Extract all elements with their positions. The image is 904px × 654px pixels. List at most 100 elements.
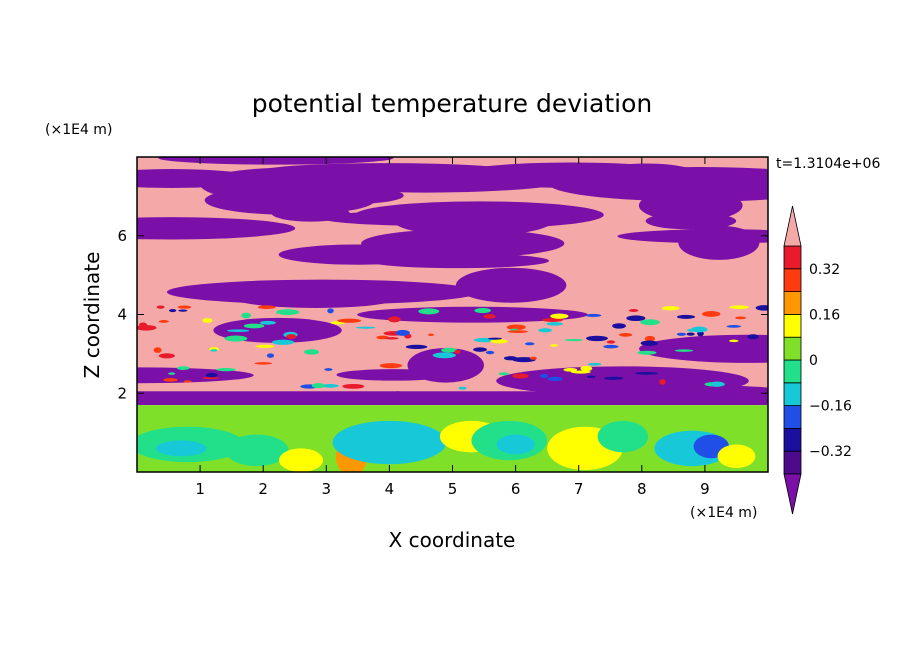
interface-speck	[257, 305, 276, 310]
interface-speck	[691, 326, 708, 333]
interface-speck	[243, 323, 265, 329]
purple-streak	[549, 167, 768, 202]
interface-speck	[254, 362, 273, 365]
purple-streak	[200, 167, 371, 202]
interface-speck	[427, 333, 434, 336]
colorbar: 0.32 0.16 0 −0.16 −0.32	[783, 205, 852, 515]
colorbar-label: −0.16	[809, 399, 852, 415]
interface-speck	[729, 305, 750, 310]
x-tick-label: 5	[448, 480, 458, 498]
interface-speck	[241, 312, 252, 319]
purple-streak	[357, 306, 588, 323]
interface-speck	[603, 344, 619, 349]
interface-speck	[158, 353, 175, 359]
interface-speck	[539, 373, 549, 378]
x-tick-label: 3	[322, 480, 332, 498]
interface-speck	[570, 370, 591, 374]
x-axis-label: X coordinate	[389, 528, 516, 552]
y-axis-label: Z coordinate	[80, 252, 104, 379]
colorbar-swatch	[783, 382, 802, 406]
interface-speck	[529, 356, 537, 360]
interface-speck	[538, 328, 552, 333]
interface-speck	[441, 347, 458, 353]
interface-speck	[405, 344, 428, 349]
interface-speck	[503, 356, 518, 361]
x-tick-label: 6	[511, 480, 521, 498]
y-tick-label: 2	[117, 384, 127, 402]
x-tick-label: 4	[385, 480, 395, 498]
purple-streak	[455, 267, 567, 303]
interface-speck	[418, 308, 440, 315]
eddy-blob	[379, 436, 437, 461]
interface-speck	[168, 372, 176, 375]
x-unit-label: (×1E4 m)	[690, 505, 757, 521]
interface-speck	[550, 313, 569, 319]
interface-speck	[379, 363, 403, 369]
interface-speck	[587, 362, 602, 366]
interface-speck	[563, 368, 578, 372]
interface-speck	[674, 349, 694, 352]
interface-speck	[158, 320, 169, 323]
interface-speck	[564, 338, 583, 342]
colorbar-label: 0.16	[809, 307, 840, 323]
interface-speck	[303, 349, 320, 355]
interface-speck	[612, 323, 626, 329]
colorbar-under-arrow	[783, 473, 802, 515]
colorbar-swatch	[783, 268, 802, 292]
interface-speck	[755, 305, 768, 311]
eddy-blob	[225, 434, 289, 467]
purple-streak	[158, 157, 394, 165]
interface-speck	[153, 347, 162, 353]
interface-speck	[676, 332, 687, 336]
interface-speck	[178, 309, 188, 312]
interface-speck	[634, 372, 659, 375]
interface-speck	[327, 308, 334, 314]
interface-speck	[259, 320, 276, 325]
interface-speck	[542, 318, 563, 322]
interface-speck	[271, 339, 295, 345]
colorbar-swatch	[783, 427, 802, 452]
interface-speck	[342, 383, 365, 389]
interface-speck	[183, 380, 192, 383]
interface-speck	[384, 337, 399, 340]
interface-speck	[637, 350, 657, 355]
interface-speck	[139, 322, 148, 327]
interface-speck	[661, 306, 680, 311]
interface-speck	[202, 318, 213, 323]
purple-streak	[321, 210, 571, 227]
interface-speck	[729, 339, 739, 343]
colorbar-over-arrow	[783, 205, 802, 247]
colorbar-swatch	[783, 450, 802, 475]
interface-speck	[485, 350, 495, 355]
colorbar-swatch	[783, 405, 802, 429]
interface-speck	[216, 368, 236, 372]
interface-speck	[512, 357, 536, 363]
interface-speck	[498, 372, 509, 376]
purple-streak	[232, 286, 400, 308]
interface-speck	[311, 383, 326, 389]
chart-title: potential temperature deviation	[252, 89, 652, 118]
colorbar-label: 0	[809, 353, 818, 369]
y-axis: 2 4 6	[117, 227, 768, 402]
interface-speck	[547, 376, 563, 381]
interface-speck	[224, 335, 248, 342]
interface-speck	[586, 375, 596, 379]
interface-speck	[524, 342, 535, 346]
interface-speck	[266, 353, 275, 358]
interface-speck	[606, 340, 616, 344]
time-label: t=1.3104e+06	[776, 156, 880, 172]
eddy-blob	[717, 444, 756, 469]
y-tick-label: 4	[117, 306, 127, 324]
interface-speck	[483, 314, 496, 319]
y-tick-label: 6	[117, 227, 127, 245]
colorbar-swatch	[783, 291, 802, 315]
interface-speck	[163, 378, 178, 382]
x-tick-label: 1	[195, 480, 205, 498]
purple-streak	[639, 334, 768, 363]
interface-speck	[337, 318, 362, 323]
colorbar-label: 0.32	[809, 262, 840, 278]
x-axis: 1 2 3 4 5 6 7 8 9	[195, 157, 710, 498]
interface-speck	[255, 344, 275, 348]
interface-speck	[432, 352, 456, 359]
